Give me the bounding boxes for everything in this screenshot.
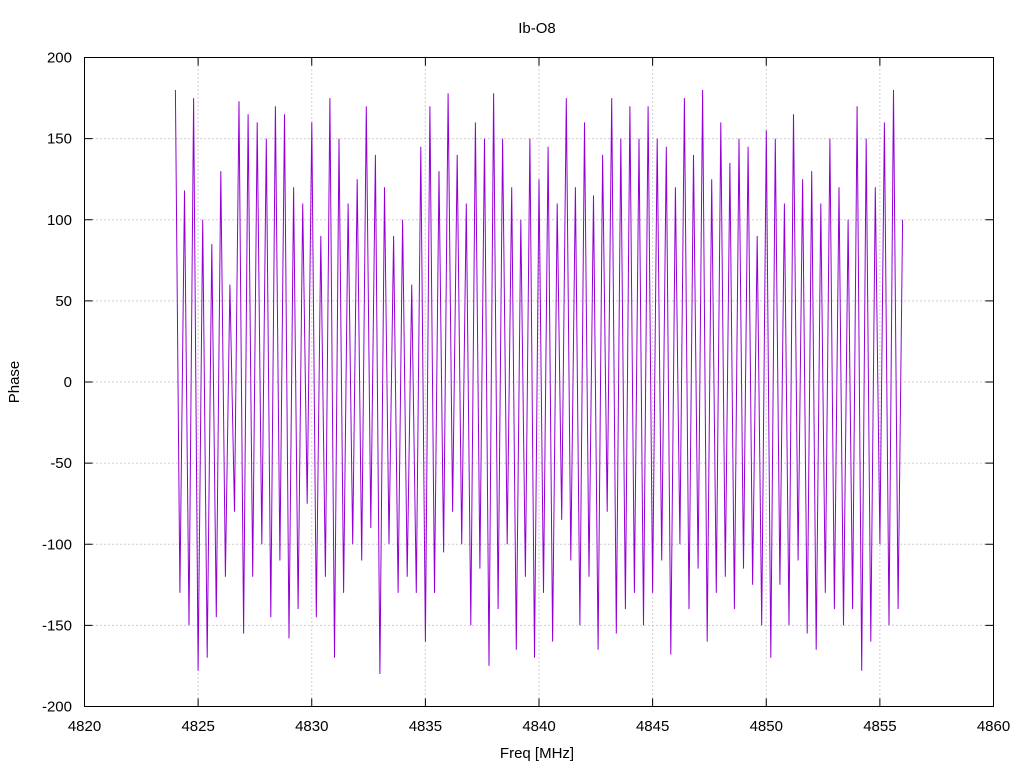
x-tick-label: 4820 [68, 718, 101, 735]
y-axis-label: Phase [6, 361, 23, 404]
y-tick-label: -100 [42, 536, 72, 553]
plot-frame [84, 57, 994, 707]
series-line-0 [174, 89, 904, 675]
series-area [174, 89, 904, 675]
y-tick-label: 0 [64, 374, 72, 391]
x-tick-label: 4830 [295, 718, 328, 735]
y-tick-label: 150 [47, 131, 72, 148]
chart-title: Ib-O8 [518, 20, 556, 37]
x-tick-label: 4840 [522, 718, 555, 735]
x-tick-label: 4855 [863, 718, 896, 735]
y-tick-label: 50 [55, 293, 72, 310]
y-tick-label: -200 [42, 699, 72, 716]
x-tick-label: 4825 [181, 718, 214, 735]
y-tick-label: -50 [50, 455, 72, 472]
x-tick-label: 4845 [636, 718, 669, 735]
tick-labels: 4820 4825 4830 4835 4840 4845 4850 4855 4860 200 1… [42, 50, 1010, 736]
y-tick-label: 200 [47, 50, 72, 67]
x-tick-label: 4835 [409, 718, 442, 735]
y-tick-label: -150 [42, 617, 72, 634]
x-tick-label: 4850 [750, 718, 783, 735]
x-axis-label: Freq [MHz] [500, 745, 574, 762]
y-tick-label: 100 [47, 212, 72, 229]
x-tick-label: 4860 [977, 718, 1010, 735]
